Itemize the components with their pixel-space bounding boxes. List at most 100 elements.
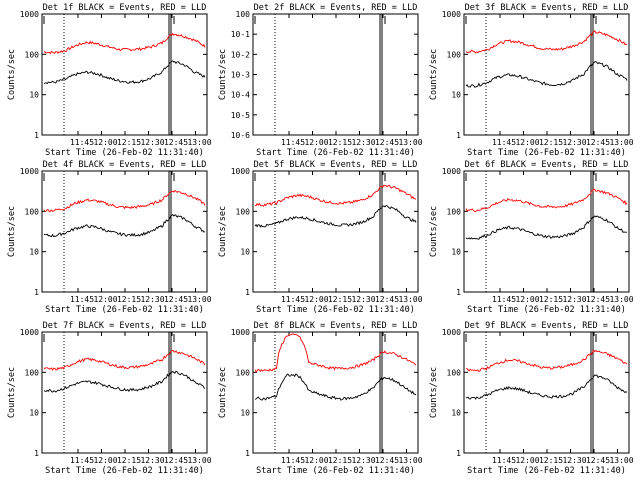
- series-line: [465, 349, 628, 372]
- y-axis-label: Counts/sec: [429, 367, 439, 418]
- x-tick-label: 13:00: [187, 138, 211, 147]
- chart-panel-7: Det 7f BLACK = Events, RED = LLD 1 10 100 10…: [7, 321, 212, 476]
- plot-frame: [463, 331, 630, 454]
- chart-panel-3: Det 3f BLACK = Events, RED = LLD 1 10 100 10…: [429, 3, 634, 158]
- y-tick-label: 1000: [231, 328, 250, 337]
- y-tick-label: 10-6: [231, 131, 250, 140]
- series-line: [43, 370, 206, 393]
- y-tick-label: 10-1: [231, 30, 250, 39]
- x-tick-label: 11:45: [70, 456, 94, 465]
- chart-title: Det 5f BLACK = Events, RED = LLD: [254, 160, 418, 170]
- y-axis-label: Counts/sec: [7, 49, 17, 100]
- x-tick-label: 13:00: [609, 138, 633, 147]
- series-line: [465, 61, 628, 88]
- series-line: [254, 333, 417, 373]
- y-tick-label: 1: [456, 131, 461, 140]
- x-tick-label: 13:00: [609, 295, 633, 304]
- y-tick-label: 1000: [20, 328, 39, 337]
- series-line: [43, 214, 206, 238]
- y-tick-label: 10-3: [231, 71, 250, 80]
- x-tick-label: 12:45: [164, 295, 188, 304]
- x-tick-label: 12:15: [539, 295, 563, 304]
- x-tick-label: 11:45: [281, 138, 305, 147]
- x-tick-label: 13:00: [187, 295, 211, 304]
- x-tick-label: 12:00: [304, 295, 328, 304]
- series-line: [43, 60, 206, 85]
- y-tick-label: 10: [29, 409, 39, 418]
- y-tick-label: 100: [236, 10, 251, 19]
- y-tick-label: 100: [236, 368, 251, 377]
- chart-panel-2: Det 2f BLACK = Events, RED = LLD 10-6 10-5…: [218, 3, 423, 158]
- x-tick-label: 12:30: [140, 138, 164, 147]
- y-tick-label: 100: [447, 207, 462, 216]
- x-axis-label: Start Time (26-Feb-02 11:31:40): [467, 305, 626, 315]
- y-tick-label: 10-4: [231, 91, 250, 100]
- x-axis-label: Start Time (26-Feb-02 11:31:40): [256, 305, 415, 315]
- plot-frame: [41, 331, 208, 454]
- x-tick-label: 13:00: [398, 456, 422, 465]
- x-tick-label: 12:15: [328, 456, 352, 465]
- x-tick-label: 12:45: [164, 456, 188, 465]
- x-tick-label: 11:45: [492, 456, 516, 465]
- y-tick-label: 1: [34, 288, 39, 297]
- x-tick-label: 12:45: [586, 295, 610, 304]
- x-tick-label: 12:15: [117, 295, 141, 304]
- plot-frame: [41, 170, 208, 293]
- chart-panel-9: Det 9f BLACK = Events, RED = LLD 1 10 100 10…: [429, 321, 634, 476]
- y-tick-label: 100: [447, 368, 462, 377]
- y-axis-label: Counts/sec: [218, 206, 228, 257]
- x-tick-label: 12:45: [586, 138, 610, 147]
- x-tick-label: 12:30: [562, 456, 586, 465]
- chart-panel-4: Det 4f BLACK = Events, RED = LLD 1 10 100 10…: [7, 160, 212, 315]
- chart-panel-8: Det 8f BLACK = Events, RED = LLD 1 10 100 10…: [218, 321, 423, 476]
- y-tick-label: 1000: [20, 167, 39, 176]
- chart-panel-6: Det 6f BLACK = Events, RED = LLD 1 10 100 10…: [429, 160, 634, 315]
- x-tick-label: 12:45: [164, 138, 188, 147]
- y-tick-label: 10: [451, 91, 461, 100]
- y-tick-label: 100: [25, 50, 40, 59]
- x-tick-label: 12:15: [328, 295, 352, 304]
- series-line: [254, 205, 417, 228]
- x-tick-label: 12:30: [562, 138, 586, 147]
- y-tick-label: 1: [456, 288, 461, 297]
- series-line: [43, 32, 206, 55]
- x-tick-label: 12:00: [515, 138, 539, 147]
- x-tick-label: 13:00: [398, 138, 422, 147]
- x-tick-label: 12:30: [351, 138, 375, 147]
- series-line: [254, 184, 417, 207]
- x-tick-label: 11:45: [492, 295, 516, 304]
- series-line: [254, 373, 417, 401]
- x-axis-label: Start Time (26-Feb-02 11:31:40): [45, 466, 204, 476]
- y-tick-label: 1: [245, 449, 250, 458]
- y-tick-label: 10-5: [231, 111, 250, 120]
- y-axis-label: Counts/sec: [7, 206, 17, 257]
- x-tick-label: 12:00: [304, 138, 328, 147]
- x-tick-label: 12:30: [351, 295, 375, 304]
- y-tick-label: 1000: [20, 10, 39, 19]
- y-axis-label: Counts/sec: [218, 367, 228, 418]
- chart-title: Det 4f BLACK = Events, RED = LLD: [43, 160, 207, 170]
- x-axis-label: Start Time (26-Feb-02 11:31:40): [467, 466, 626, 476]
- chart-title: Det 2f BLACK = Events, RED = LLD: [254, 3, 418, 13]
- x-tick-label: 11:45: [492, 138, 516, 147]
- x-tick-label: 12:00: [93, 456, 117, 465]
- chart-title: Det 1f BLACK = Events, RED = LLD: [43, 3, 207, 13]
- y-tick-label: 10: [29, 91, 39, 100]
- chart-panel-1: Det 1f BLACK = Events, RED = LLD 1 10 100 10…: [7, 3, 212, 158]
- chart-title: Det 3f BLACK = Events, RED = LLD: [465, 3, 629, 13]
- y-tick-label: 100: [25, 368, 40, 377]
- y-axis-label: Counts/sec: [429, 49, 439, 100]
- y-tick-label: 1: [34, 449, 39, 458]
- x-tick-label: 12:15: [117, 138, 141, 147]
- x-tick-label: 12:15: [539, 138, 563, 147]
- x-tick-label: 12:00: [304, 456, 328, 465]
- x-tick-label: 12:45: [375, 295, 399, 304]
- x-tick-label: 12:30: [351, 456, 375, 465]
- x-tick-label: 13:00: [187, 456, 211, 465]
- x-axis-label: Start Time (26-Feb-02 11:31:40): [467, 148, 626, 158]
- series-line: [43, 349, 206, 372]
- series-line: [43, 189, 206, 213]
- y-tick-label: 100: [25, 207, 40, 216]
- plot-frame: [463, 13, 630, 136]
